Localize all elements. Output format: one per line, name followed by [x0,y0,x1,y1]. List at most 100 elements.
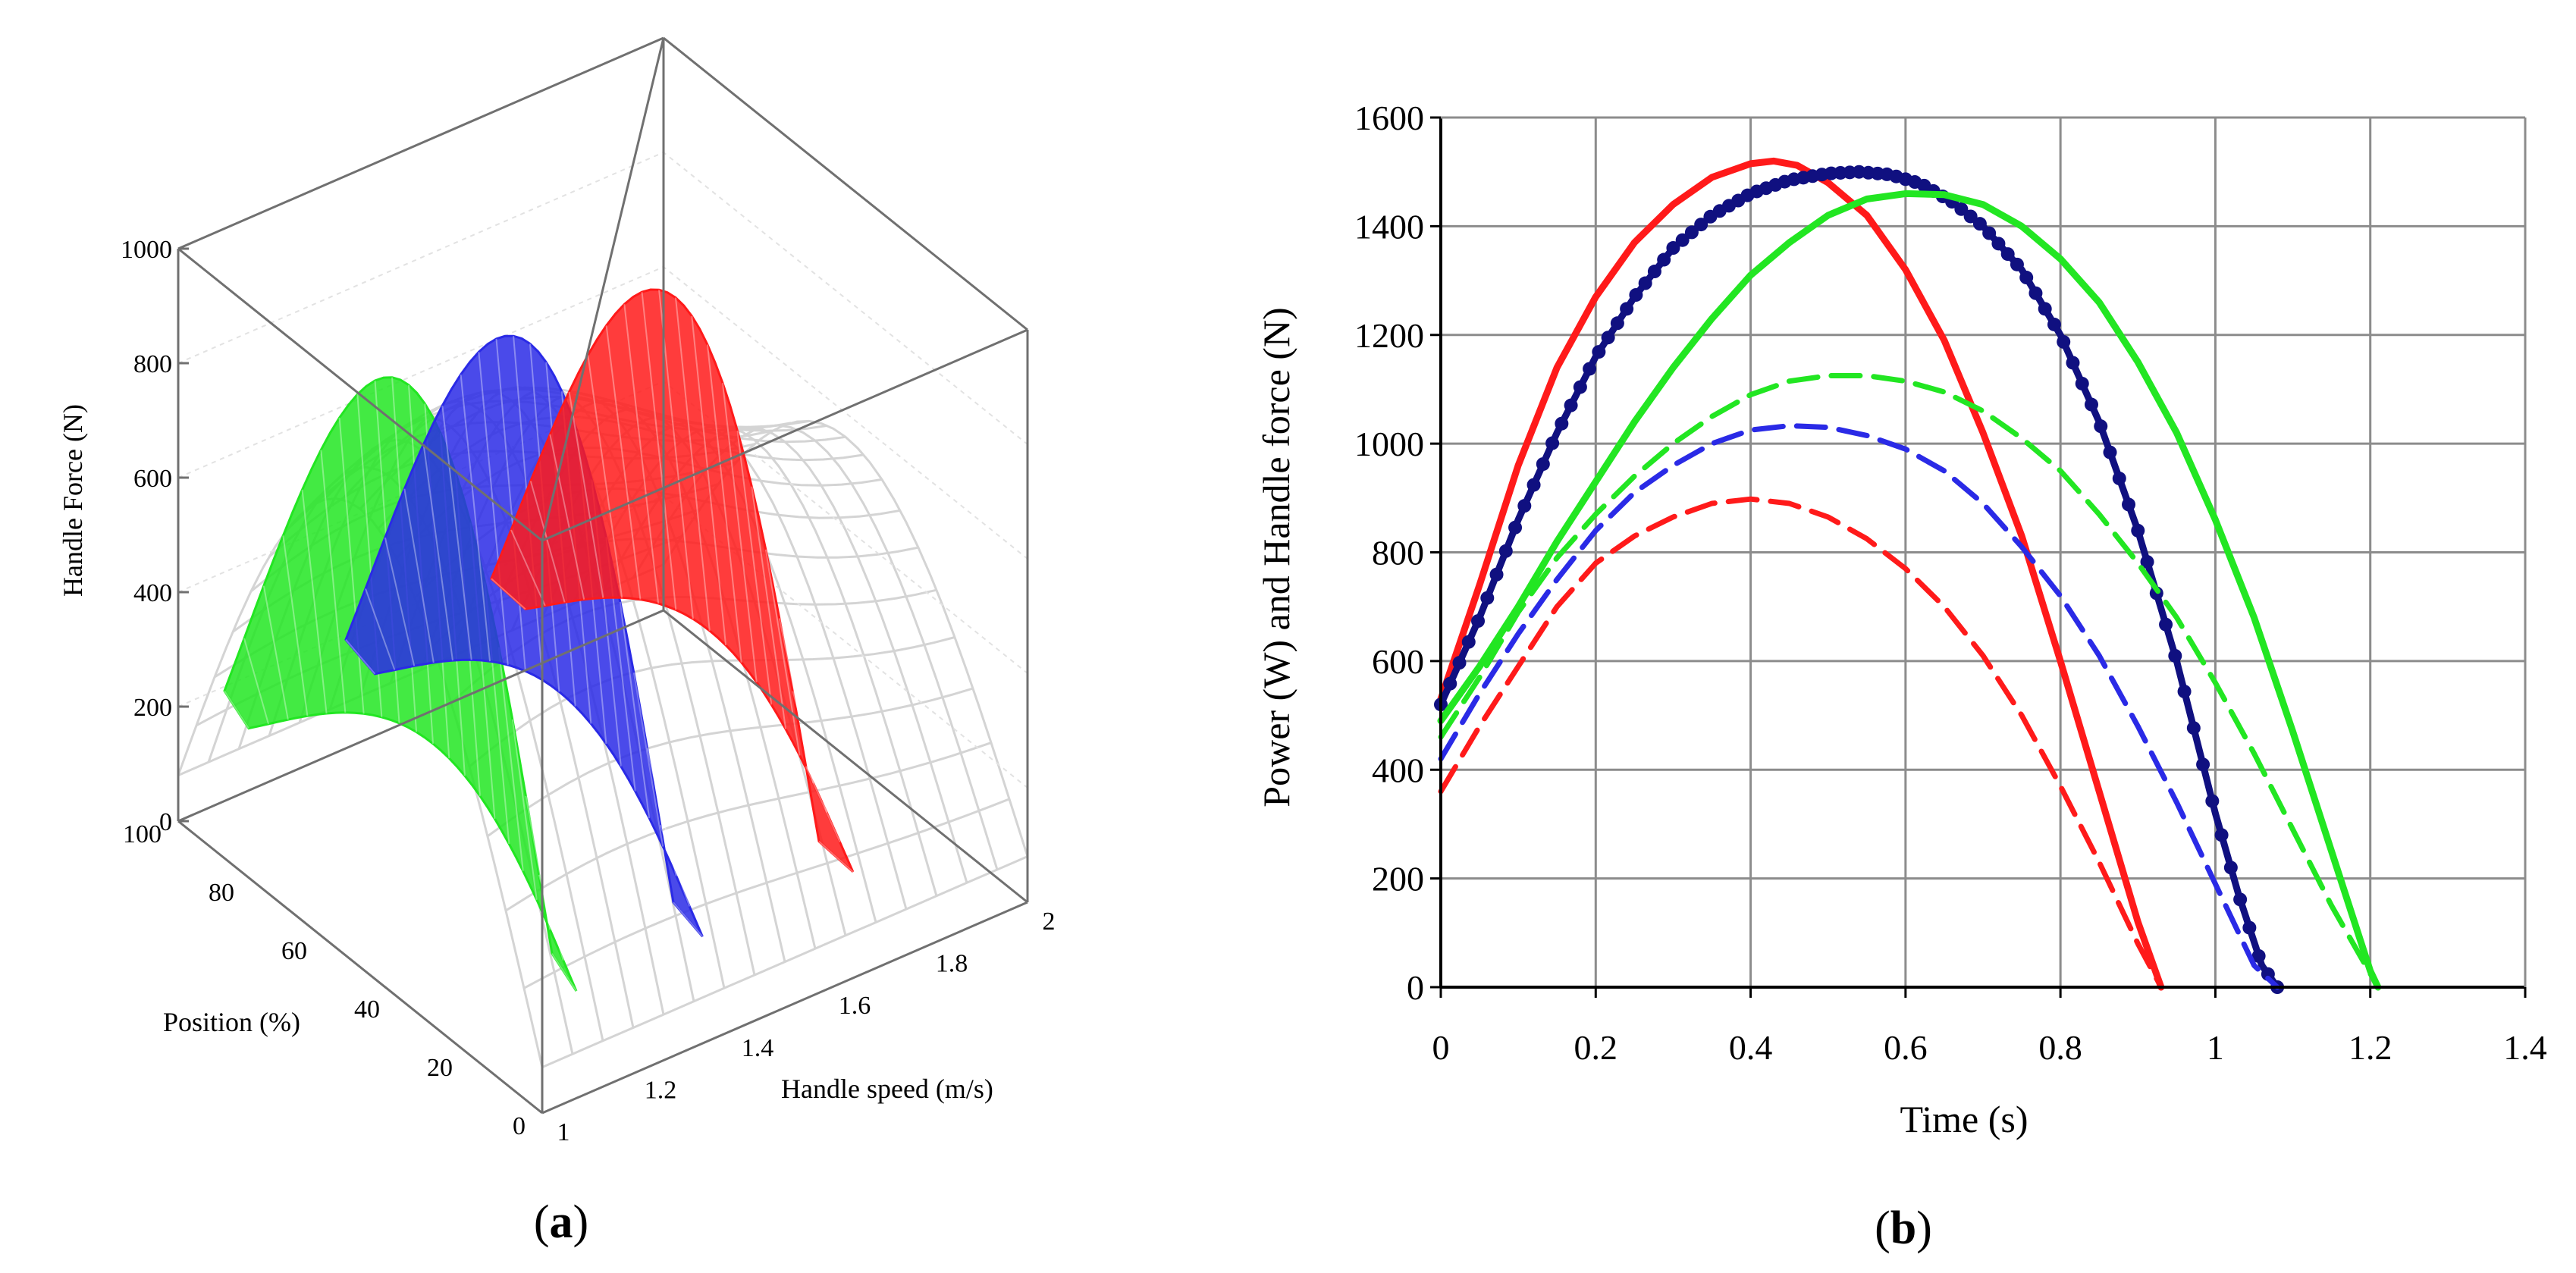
ribbon-hatch [805,766,841,843]
box-edge [541,901,1028,1115]
panel-b-chart: 0 200 400 600 800 1000 1200 1400 1600 0 0.2 0.4 0.6… [1255,99,2547,1140]
y-tick-label: 0 [513,1112,526,1140]
ribbon-hatch [605,325,642,600]
series-marker [2103,445,2117,459]
series-marker [1545,436,1560,450]
series-line-red-solid [1437,157,2165,991]
y-tick-label: 200 [1372,860,1424,898]
z-tick-label: 0 [159,808,172,836]
series-marker [2186,721,2201,735]
series-marker [2177,685,2192,699]
series-marker [2085,397,2098,412]
panel-a-label: (a) [534,1196,588,1248]
ribbon-hatch [675,297,711,631]
ribbon-hatch [282,535,309,716]
ribbon-hatch [764,549,801,756]
axes-box [177,36,1029,1115]
ribbon-hatch [659,825,691,907]
series-marker [1583,362,1597,376]
x-tick-label: 1 [557,1118,570,1146]
ribbon-hatch [691,315,727,646]
x-axis-title: Handle speed (m/s) [781,1074,993,1104]
ribbon-hatch [619,601,651,819]
series-marker [2251,948,2266,963]
series-marker [1629,287,1643,302]
box-edge [177,36,664,250]
series-marker [1601,331,1615,345]
ribbon-hatch [658,290,694,619]
series-marker [1991,237,2006,251]
series-line-green-dashed [1438,373,2381,990]
x-tick-label: 0.4 [1729,1028,1773,1067]
ribbon-hatch [587,355,623,598]
ribbon-hatch [549,434,585,600]
y-tick-label: 600 [1372,642,1424,681]
ribbon-hatch [320,450,347,713]
series-marker [1954,202,1969,216]
series-marker [1555,416,1569,431]
box-edge [177,820,543,1115]
ribbon-hatch [511,719,538,900]
wire-line-position [505,742,992,912]
series-marker [2066,356,2080,370]
series-marker [2131,523,2145,538]
series-marker [2159,617,2173,632]
series-marker [1592,345,1606,359]
series-marker [2233,892,2248,907]
wire-line-position [469,636,955,768]
wire-line-position [487,687,974,838]
series-marker [2094,419,2108,434]
series-marker [2028,286,2043,300]
series-marker [2057,334,2071,349]
y-tick-label: 0 [1407,968,1424,1007]
x-tick-label: 0.2 [1574,1028,1618,1067]
ribbon-hatch [301,489,328,714]
ribbon-hatch [460,374,491,662]
series-marker [1526,478,1541,492]
series-marker [1461,635,1476,649]
y-tick-label: 1400 [1354,207,1424,246]
series-marker [2214,828,2229,842]
ribbon-hatch [384,537,416,666]
x-tick-label: 0.6 [1884,1028,1928,1067]
series-marker [1620,302,1634,316]
wire-line-position [523,798,1010,989]
series-marker [1963,209,1978,224]
x-tick-labels: 1 1.2 1.4 1.6 1.8 2 [557,908,1056,1146]
series-marker [2196,757,2210,772]
ribbon-hatch [721,383,758,683]
y-tick-label: 400 [1372,751,1424,789]
series-marker [2205,794,2220,808]
y-tick-label: 100 [123,820,162,848]
series-marker [1684,225,1699,240]
y-tick-labels: 0 200 400 600 800 1000 1200 1400 1600 [1354,99,1424,1007]
y-tick-label: 1600 [1354,99,1424,137]
ribbon-hatch [529,481,566,603]
series-marker [1694,218,1708,232]
box-edge [541,37,665,541]
ribbon-hatch [551,953,577,992]
ribbon-hatch [441,405,472,660]
series-marker [2261,967,2275,981]
series-marker [1517,499,1532,513]
ribbon-hatch [706,344,742,663]
series-marker [1536,457,1550,472]
ribbon-hatch [497,647,524,871]
ribbon-hatch [632,673,664,847]
x-tick-label: 0 [1432,1028,1450,1067]
y-axis-title: Power (W) and Handle force (N) [1255,307,1297,807]
z-axis-title: Handle Force (N) [58,404,88,597]
ribbon-hatch [736,430,773,705]
series-marker [1443,676,1457,691]
y-tick-label: 40 [354,996,380,1024]
z-tick-label: 1000 [121,236,172,264]
y-tick-label: 1000 [1354,425,1424,463]
series-marker [1638,276,1652,290]
series-marker [2047,317,2061,331]
x-axis-title: Time (s) [1900,1098,2028,1140]
x-tick-label: 1.2 [645,1076,677,1104]
series-marker [2075,376,2089,390]
x-tick-label: 1.6 [839,992,871,1020]
ribbon-red [490,288,855,873]
panel-b-label: (b) [1875,1202,1932,1254]
